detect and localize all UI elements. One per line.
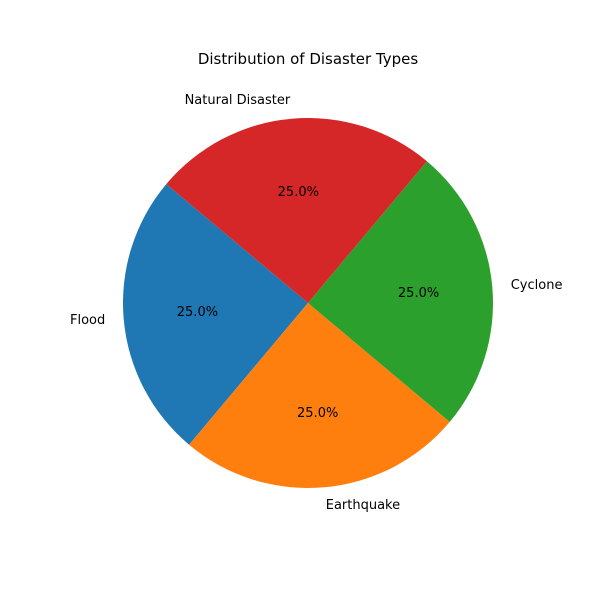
pie-label-earthquake: Earthquake xyxy=(326,498,400,513)
pie-percent-cyclone: 25.0% xyxy=(398,286,439,301)
pie-percent-natural-disaster: 25.0% xyxy=(278,185,319,200)
pie-label-natural-disaster: Natural Disaster xyxy=(185,93,291,108)
pie-percent-earthquake: 25.0% xyxy=(297,406,338,421)
pie-slices xyxy=(122,118,494,488)
chart-title: Distribution of Disaster Types xyxy=(198,50,419,68)
pie-labels: Flood 25.0% Earthquake 25.0% Cyclone 25.0% Nat… xyxy=(70,93,562,513)
pie-slice-flood xyxy=(122,184,308,445)
pie-slice-cyclone xyxy=(308,161,494,422)
pie-percent-flood: 25.0% xyxy=(177,305,218,320)
pie-label-cyclone: Cyclone xyxy=(511,278,563,293)
pie-slice-earthquake xyxy=(189,303,450,488)
pie-label-flood: Flood xyxy=(70,313,105,328)
pie-slice-natural-disaster xyxy=(166,118,427,303)
